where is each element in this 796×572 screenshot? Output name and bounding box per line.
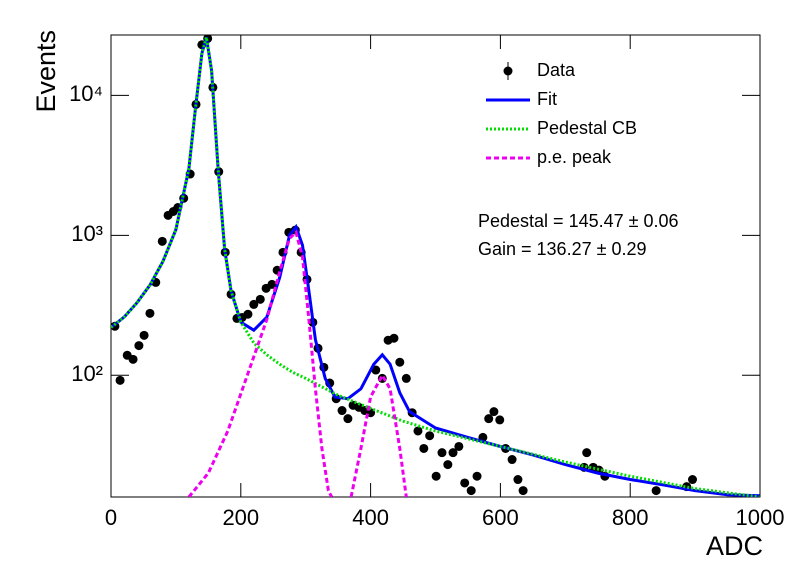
legend-label: p.e. peak xyxy=(537,147,612,167)
data-point xyxy=(249,299,259,309)
data-point xyxy=(507,455,517,465)
data-point xyxy=(395,357,405,367)
data-point xyxy=(145,308,155,318)
x-tick-label: 0 xyxy=(105,505,117,530)
data-point xyxy=(443,460,453,470)
y-tick-label: 10² xyxy=(71,361,103,386)
x-axis-title: ADC xyxy=(706,531,763,561)
data-point xyxy=(472,471,482,481)
data-point xyxy=(157,236,167,246)
legend-label: Data xyxy=(537,60,576,80)
data-point xyxy=(495,415,505,425)
data-point xyxy=(128,354,138,364)
data-point xyxy=(431,471,441,481)
data-point xyxy=(425,431,435,441)
x-tick-label: 1000 xyxy=(736,505,785,530)
x-tick-label: 800 xyxy=(612,505,649,530)
plot-frame xyxy=(110,34,761,498)
data-point xyxy=(466,486,476,496)
y-tick-label: 10⁴ xyxy=(69,81,103,106)
data-point xyxy=(651,486,661,496)
data-point xyxy=(413,426,423,436)
data-point xyxy=(139,330,149,340)
data-point xyxy=(343,414,353,424)
data-point xyxy=(389,333,399,343)
curve xyxy=(111,36,760,497)
data-point xyxy=(460,478,470,488)
data-point xyxy=(243,309,253,319)
y-tick-label: 10³ xyxy=(71,221,103,246)
legend-label: Fit xyxy=(537,89,557,109)
legend-label: Pedestal CB xyxy=(537,118,637,138)
x-tick-label: 600 xyxy=(482,505,519,530)
data-point xyxy=(513,475,523,485)
curve xyxy=(187,229,408,497)
plot-area xyxy=(111,35,760,497)
data-point xyxy=(448,448,458,458)
x-tick-label: 400 xyxy=(352,505,389,530)
data-point xyxy=(255,294,265,304)
data-point xyxy=(419,443,429,453)
annotation: Pedestal = 145.47 ± 0.06 xyxy=(478,211,679,231)
x-tick-label: 200 xyxy=(222,505,259,530)
data-point xyxy=(134,341,144,351)
data-point xyxy=(484,414,494,424)
y-axis-title: Events xyxy=(31,30,61,113)
data-point xyxy=(337,406,347,416)
data-point xyxy=(582,448,592,458)
data-point xyxy=(401,373,411,383)
data-point xyxy=(489,407,499,417)
curve xyxy=(111,36,760,497)
data-point xyxy=(115,375,125,385)
annotation: Gain = 136.27 ± 0.29 xyxy=(478,239,647,259)
data-point xyxy=(518,486,528,496)
data-point xyxy=(437,448,447,458)
data-point xyxy=(454,441,464,451)
data-point xyxy=(688,475,698,485)
